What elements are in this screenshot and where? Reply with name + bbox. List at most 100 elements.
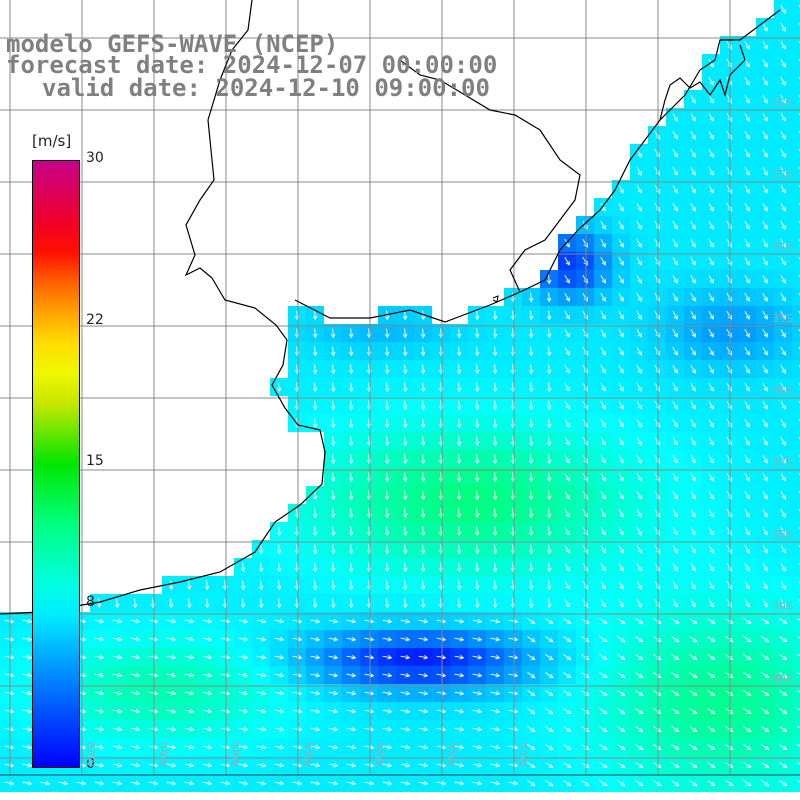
wind-arrow (618, 364, 624, 374)
colorbar-tick-label: 15 (86, 453, 104, 469)
wind-arrow (418, 636, 429, 642)
ocean-cell (792, 180, 800, 198)
wind-arrow (708, 454, 714, 464)
wind-arrow (364, 672, 375, 678)
wind-arrow (780, 220, 786, 230)
wind-arrow (384, 490, 390, 501)
wind-arrow (546, 472, 552, 483)
wind-arrow (600, 382, 606, 392)
wind-arrow (527, 618, 536, 625)
wind-arrow (382, 744, 393, 750)
wind-arrow (636, 580, 642, 590)
wind-arrow (546, 490, 552, 501)
wind-arrow (527, 762, 536, 769)
wind-arrow (292, 744, 303, 750)
wind-arrow (744, 544, 750, 554)
wind-arrow (400, 744, 411, 750)
wind-arrow (690, 238, 696, 248)
wind-arrow (726, 544, 732, 554)
wind-arrow (726, 562, 732, 572)
wind-arrow (202, 636, 213, 642)
wind-arrow (762, 58, 768, 68)
wind-arrow (420, 400, 426, 411)
wind-arrow (402, 436, 408, 447)
wind-arrow (168, 580, 174, 591)
wind-arrow (797, 762, 800, 765)
wind-arrow (312, 562, 318, 573)
wind-arrow (94, 744, 105, 750)
wind-arrow (456, 472, 462, 483)
wind-arrow (528, 508, 534, 519)
wind-arrow (707, 672, 716, 679)
wind-arrow (708, 364, 714, 374)
wind-arrow (364, 726, 375, 732)
ocean-cell (792, 720, 800, 738)
wind-arrow (708, 94, 714, 104)
wind-arrow (474, 346, 480, 357)
wind-arrow (564, 400, 570, 410)
wind-arrow (168, 598, 174, 609)
wind-arrow (400, 726, 411, 732)
wind-arrow (707, 618, 716, 625)
wind-arrow (672, 274, 678, 284)
wind-arrow (582, 454, 588, 464)
wind-arrow (563, 636, 572, 643)
wind-arrow (671, 726, 680, 733)
wind-arrow (743, 654, 752, 661)
wind-arrow (762, 562, 768, 572)
wind-arrow (474, 580, 480, 591)
wind-arrow (654, 436, 660, 446)
wind-arrow (364, 744, 375, 750)
forecast-date: forecast date: 2024-12-07 00:00:00 (6, 51, 498, 79)
colorbar-tick-label: 0 (86, 756, 95, 772)
wind-arrow (238, 708, 249, 714)
wind-arrow (600, 436, 606, 446)
wind-arrow (744, 256, 750, 266)
ocean-cell (792, 360, 800, 378)
ocean-cell (792, 0, 800, 18)
wind-arrow (779, 744, 788, 751)
wind-arrow (545, 636, 554, 643)
latitude-label: 37S (772, 456, 793, 469)
wind-arrow (672, 598, 678, 608)
wind-arrow (690, 310, 696, 320)
wind-arrow (599, 690, 608, 697)
wind-arrow (600, 490, 606, 500)
wind-arrow (94, 636, 105, 642)
wind-arrow (474, 490, 480, 501)
wind-arrow (761, 690, 770, 697)
wind-arrow (454, 672, 465, 678)
wind-arrow (508, 762, 519, 768)
wind-arrow (130, 672, 141, 678)
wind-arrow (402, 328, 408, 339)
wind-arrow (472, 654, 483, 660)
wind-arrow (546, 526, 552, 537)
wind-arrow (726, 130, 732, 140)
wind-arrow (22, 654, 33, 660)
wind-arrow (617, 690, 626, 697)
wind-arrow (364, 780, 375, 786)
wind-arrow (527, 672, 536, 679)
latitude-label: 34S (772, 240, 793, 253)
wind-arrow (708, 598, 714, 608)
wind-arrow (689, 762, 698, 769)
wind-arrow (22, 726, 33, 732)
wind-arrow (690, 130, 696, 140)
wind-arrow (348, 436, 354, 447)
wind-arrow (400, 690, 411, 696)
wind-arrow (76, 780, 87, 786)
island-outline (492, 295, 499, 303)
wind-arrow (274, 780, 285, 786)
wind-arrow (671, 762, 680, 769)
wind-arrow (202, 672, 213, 678)
wind-arrow (744, 292, 750, 302)
wind-arrow (184, 636, 195, 642)
wind-arrow (582, 580, 588, 590)
wind-arrow (708, 400, 714, 410)
wind-arrow (274, 654, 285, 660)
wind-arrow (456, 598, 462, 609)
wind-arrow (582, 238, 588, 248)
wind-arrow (184, 672, 195, 678)
wind-arrow (384, 580, 390, 591)
wind-arrow (527, 744, 536, 751)
